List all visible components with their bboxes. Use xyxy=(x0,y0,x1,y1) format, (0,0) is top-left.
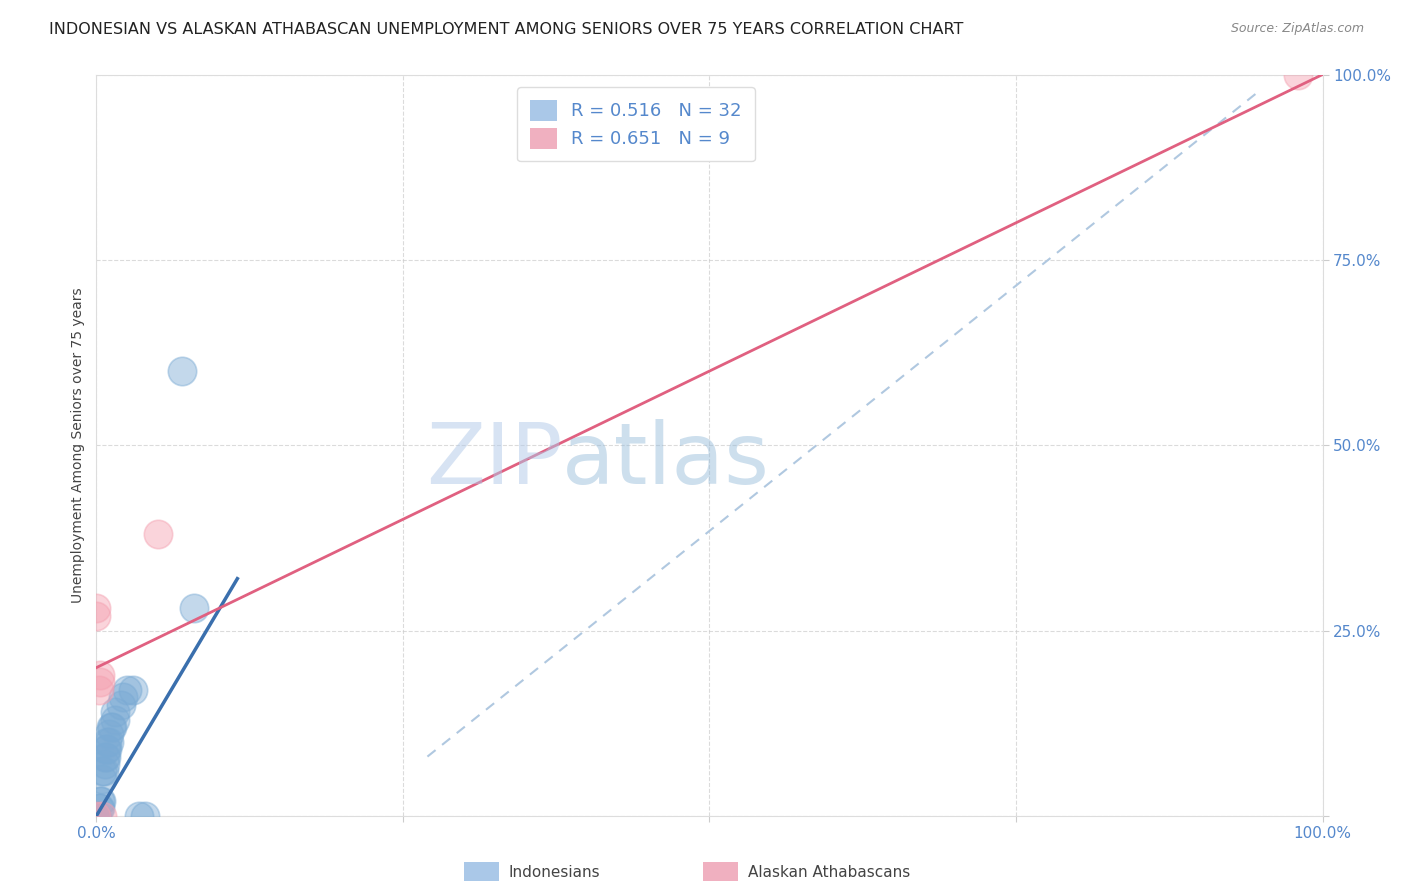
Point xyxy=(100,720,122,734)
Point xyxy=(93,764,115,779)
Point xyxy=(122,682,145,697)
Point xyxy=(97,735,120,749)
Point xyxy=(112,690,135,705)
Point xyxy=(96,742,118,756)
Point xyxy=(172,364,194,378)
Point xyxy=(89,675,111,690)
Point xyxy=(97,727,120,741)
Text: INDONESIAN VS ALASKAN ATHABASCAN UNEMPLOYMENT AMONG SENIORS OVER 75 YEARS CORREL: INDONESIAN VS ALASKAN ATHABASCAN UNEMPLO… xyxy=(49,22,963,37)
Point xyxy=(104,713,127,727)
Point xyxy=(89,794,111,808)
Text: Indonesians: Indonesians xyxy=(509,865,600,880)
Point xyxy=(89,668,111,682)
Point xyxy=(90,794,112,808)
Point xyxy=(104,705,127,719)
Point xyxy=(1286,68,1309,82)
Point xyxy=(89,801,111,815)
Point xyxy=(87,682,110,697)
Point xyxy=(183,601,205,615)
Point xyxy=(115,682,138,697)
Point xyxy=(101,720,124,734)
Text: ZIP: ZIP xyxy=(426,418,562,501)
Point xyxy=(146,527,169,541)
Point xyxy=(86,809,108,823)
Point xyxy=(86,608,108,623)
Point xyxy=(134,809,156,823)
Point xyxy=(91,772,114,786)
Point xyxy=(110,698,132,712)
Point xyxy=(87,801,110,815)
Point xyxy=(86,809,108,823)
Point xyxy=(86,601,108,615)
Legend: R = 0.516   N = 32, R = 0.651   N = 9: R = 0.516 N = 32, R = 0.651 N = 9 xyxy=(517,87,755,161)
Point xyxy=(128,809,150,823)
Point xyxy=(96,735,118,749)
Point xyxy=(96,742,118,756)
Point xyxy=(86,809,108,823)
Point xyxy=(96,749,118,764)
Point xyxy=(91,809,114,823)
Point xyxy=(86,809,108,823)
Text: atlas: atlas xyxy=(562,418,770,501)
Point xyxy=(94,749,117,764)
Text: Source: ZipAtlas.com: Source: ZipAtlas.com xyxy=(1230,22,1364,36)
Point xyxy=(91,764,114,779)
Point xyxy=(86,809,108,823)
Text: Alaskan Athabascans: Alaskan Athabascans xyxy=(748,865,910,880)
Point xyxy=(94,757,117,772)
Y-axis label: Unemployment Among Seniors over 75 years: Unemployment Among Seniors over 75 years xyxy=(72,287,86,603)
Point xyxy=(86,809,108,823)
